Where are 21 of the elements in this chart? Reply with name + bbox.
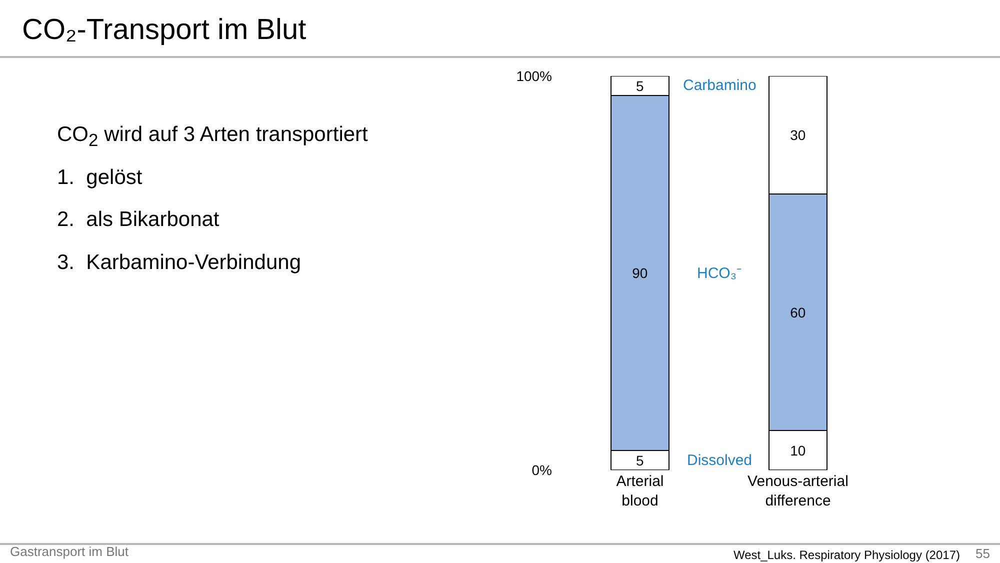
text: CO₂-Transport im Blut xyxy=(22,14,306,47)
x-tick-label: Arterial blood xyxy=(616,473,664,510)
data-label: 10 xyxy=(790,442,806,458)
data-label: 30 xyxy=(790,127,806,144)
data-label: 5 xyxy=(636,78,644,94)
text: 55 xyxy=(976,546,990,561)
series-label: Dissolved xyxy=(687,452,752,469)
data-label: 60 xyxy=(790,304,806,320)
y-tick-label: 0% xyxy=(532,462,552,478)
data-label: 5 xyxy=(636,452,644,468)
data-label: 90 xyxy=(632,265,648,282)
x-tick-label: Venous-arterial difference xyxy=(748,473,848,510)
text: West_Luks. Respiratory Physiology (2017) xyxy=(733,548,960,562)
text: 3. Karbamino-Verbindung xyxy=(57,251,301,275)
y-tick-label: 100% xyxy=(516,68,552,84)
text: CO$_{2}$ wird auf 3 Arten transportiert xyxy=(57,123,368,152)
text: 2. als Bikarbonat xyxy=(57,208,220,232)
text: Gastransport im Blut xyxy=(10,544,128,559)
text: 1. gelöst xyxy=(57,166,142,190)
series-label: Carbamino xyxy=(683,77,756,94)
series-label: HCO₃⁻ xyxy=(697,265,742,282)
